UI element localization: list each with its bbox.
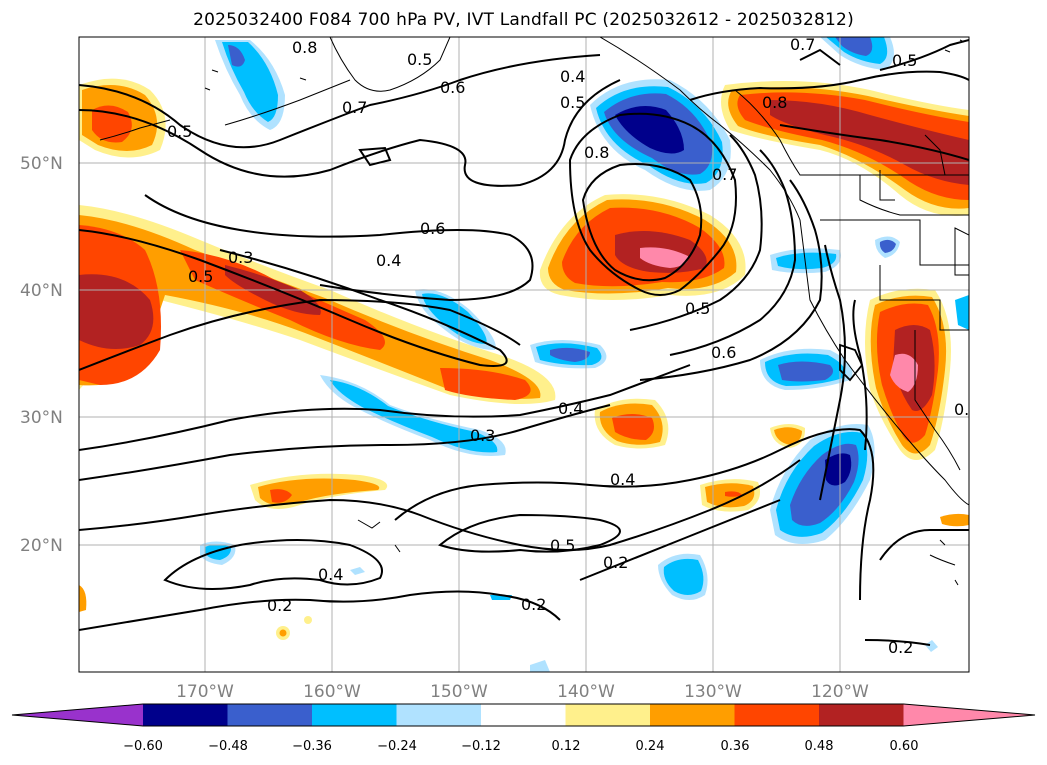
lat-labels: 50°N 40°N 30°N 20°N bbox=[20, 154, 63, 556]
contour-label: 0.7 bbox=[712, 165, 737, 184]
colorbar-tick: −0.48 bbox=[208, 739, 248, 754]
colorbar-segment bbox=[143, 704, 228, 726]
contour-label: 0.5 bbox=[560, 93, 585, 112]
contour-label: 0.5 bbox=[685, 299, 710, 318]
lon-label: 120°W bbox=[811, 682, 869, 702]
colorbar-tick: 0.48 bbox=[805, 739, 834, 754]
lon-labels: 170°W 160°W 150°W 140°W 130°W 120°W bbox=[176, 682, 869, 702]
colorbar-segments bbox=[11, 703, 1036, 727]
lon-label: 150°W bbox=[430, 682, 488, 702]
colorbar-extend-min bbox=[12, 704, 143, 726]
colorbar-segment bbox=[734, 704, 820, 726]
colorbar-tick: −0.36 bbox=[292, 739, 332, 754]
contour-label: 0.2 bbox=[603, 553, 628, 572]
contour-label: 0.4 bbox=[558, 399, 583, 418]
contour-label: 0.5 bbox=[167, 122, 192, 141]
colorbar: −0.60 −0.48 −0.36 −0.24 −0.12 0.12 0.24 … bbox=[11, 703, 1036, 754]
contour-label: 0.5 bbox=[892, 51, 917, 70]
lat-label: 20°N bbox=[20, 536, 63, 556]
colorbar-tick: 0.36 bbox=[721, 739, 750, 754]
lon-label: 170°W bbox=[176, 682, 234, 702]
contour-label: 0.6 bbox=[420, 219, 445, 238]
colorbar-outline bbox=[11, 703, 1036, 727]
colorbar-extend-max bbox=[903, 704, 1035, 726]
contour-label: 0.4 bbox=[318, 565, 343, 584]
contour-label: 0.4 bbox=[610, 470, 635, 489]
contour-label: 0.8 bbox=[292, 38, 317, 57]
colorbar-segment bbox=[396, 704, 482, 726]
lon-label: 130°W bbox=[684, 682, 742, 702]
colorbar-segment bbox=[312, 704, 397, 726]
colorbar-tick: 0.60 bbox=[890, 739, 919, 754]
colorbar-segment bbox=[819, 704, 904, 726]
contour-label: 0.8 bbox=[762, 93, 787, 112]
contour-label: 0.6 bbox=[711, 343, 736, 362]
shading-positive bbox=[79, 78, 969, 640]
lon-label: 160°W bbox=[303, 682, 361, 702]
contour-label: 0.5 bbox=[407, 50, 432, 69]
contour-label: 0.7 bbox=[790, 35, 815, 54]
colorbar-segment bbox=[650, 704, 735, 726]
colorbar-tick: −0.24 bbox=[377, 739, 417, 754]
contour-label: 0.7 bbox=[342, 98, 367, 117]
colorbar-tick: −0.60 bbox=[123, 739, 163, 754]
colorbar-segment bbox=[227, 704, 313, 726]
contour-label: 0.5 bbox=[550, 536, 575, 555]
lat-label: 30°N bbox=[20, 408, 63, 428]
colorbar-segment bbox=[565, 704, 651, 726]
map-frame bbox=[78, 36, 970, 673]
contour-label: 0.2 bbox=[521, 595, 546, 614]
lon-label: 140°W bbox=[557, 682, 615, 702]
contour-labels: 0.8 0.5 0.6 0.4 0.5 0.7 0.5 0.8 0.5 0.7 … bbox=[167, 35, 979, 657]
map-layers: 0.8 0.5 0.6 0.4 0.5 0.7 0.5 0.8 0.5 0.7 … bbox=[79, 35, 979, 672]
lat-label: 40°N bbox=[20, 281, 63, 301]
colorbar-tick: −0.12 bbox=[461, 739, 501, 754]
contour-label: 0.6 bbox=[440, 78, 465, 97]
contour-label: 0.3 bbox=[228, 248, 253, 267]
colorbar-segment bbox=[481, 704, 566, 726]
contour-label: 0.8 bbox=[584, 143, 609, 162]
contour-label: 0.2 bbox=[267, 596, 292, 615]
colorbar-ticks: −0.60 −0.48 −0.36 −0.24 −0.12 0.12 0.24 … bbox=[123, 739, 918, 754]
contour-label: 0.4 bbox=[560, 67, 585, 86]
lat-label: 50°N bbox=[20, 154, 63, 174]
pv-contours bbox=[79, 39, 969, 646]
contour-label: 0.4 bbox=[376, 251, 401, 270]
contour-label: 0.2 bbox=[888, 638, 913, 657]
contour-label: 0.2 bbox=[954, 400, 979, 419]
colorbar-tick: 0.12 bbox=[552, 739, 581, 754]
map-title: 2025032400 F084 700 hPa PV, IVT Landfall… bbox=[193, 10, 854, 30]
colorbar-tick: 0.24 bbox=[636, 739, 665, 754]
contour-label: 0.5 bbox=[188, 267, 213, 286]
contour-label: 0.3 bbox=[470, 426, 495, 445]
